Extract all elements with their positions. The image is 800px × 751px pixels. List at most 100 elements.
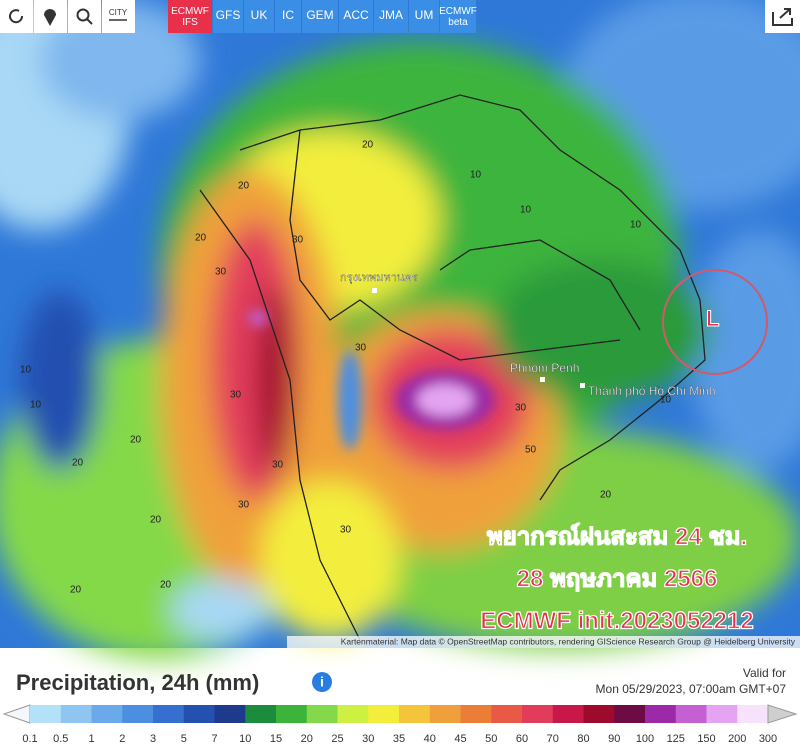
reload-icon (9, 9, 24, 24)
valid-time: Mon 05/29/2023, 07:00am GMT+07 (596, 682, 787, 696)
scale-label: 2 (119, 733, 125, 745)
model-button[interactable] (440, 0, 476, 33)
model-button[interactable] (302, 0, 338, 33)
model-button[interactable] (374, 0, 408, 33)
scale-label: 80 (577, 733, 589, 745)
contour-label: 20 (600, 490, 612, 501)
city-dot (580, 383, 585, 388)
scale-cell (276, 705, 308, 723)
low-marker: L (706, 306, 719, 331)
zoom-icon (86, 18, 93, 25)
zoom-icon (76, 8, 90, 22)
scale-label: 100 (636, 733, 654, 745)
scale-arrow (2, 704, 31, 724)
contour-label: 20 (238, 181, 250, 192)
scale-cell (645, 705, 677, 723)
contour-label: 10 (470, 170, 482, 181)
contour-label: 30 (515, 403, 527, 414)
contour-label: 10 (20, 365, 32, 376)
reload-button[interactable] (0, 0, 33, 33)
contour-label: 30 (238, 500, 250, 511)
contour-label: 10 (520, 205, 532, 216)
borders (199, 94, 706, 641)
model-button[interactable] (244, 0, 274, 33)
zoom-button[interactable] (68, 0, 101, 33)
model-button[interactable] (339, 0, 373, 33)
scale-cell (30, 705, 62, 723)
scale-cell (460, 705, 492, 723)
place-label: กรุงเทพมหานคร (340, 272, 418, 284)
scale-label: 200 (728, 733, 746, 745)
scale-label: 5 (181, 733, 187, 745)
scale-label: 1 (88, 733, 94, 745)
contour-label: 50 (525, 445, 537, 456)
scale-cell (245, 705, 277, 723)
contour-label: 30 (215, 267, 227, 278)
location-icon (44, 9, 56, 26)
scale-label: 15 (270, 733, 282, 745)
contour-label: 10 (30, 400, 42, 411)
contour-labels: 20 30 30 20 30 30 20 20 10 10 20 30 20 30 10 10 10 20 50 30… (20, 140, 672, 596)
model-button[interactable] (409, 0, 439, 33)
model-button[interactable] (275, 0, 301, 33)
annotation-line: ECMWF init.2023052212 (480, 607, 753, 634)
model-label: GEM (306, 8, 333, 22)
contour-label: 30 (230, 390, 242, 401)
annotation-line: 28 พฤษภาคม 2566 (517, 565, 718, 592)
city-button[interactable] (102, 0, 135, 33)
scale-cell (675, 705, 707, 723)
scale-label: 0.5 (53, 733, 68, 745)
model-buttons: ECMWF IFS GFS UK IC GEM ACC JMA UM ECMWF beta (168, 0, 477, 33)
annotation: พยากรณ์ฝนสะสม 24 ชม. 28 พฤษภาคม 2566 ECM… (480, 522, 755, 635)
scale-cell (183, 705, 215, 723)
contour-label: 30 (355, 343, 367, 354)
city-dot (540, 377, 545, 382)
attribution-bg (287, 636, 800, 648)
scale-cell (491, 705, 523, 723)
contour-label: 20 (195, 233, 207, 244)
scale-arrow (767, 704, 798, 724)
scale-cell (429, 705, 461, 723)
share-icon (772, 8, 793, 26)
model-label: ECMWF IFS (171, 6, 209, 28)
contour-label: 30 (272, 460, 284, 471)
scale-cell (306, 705, 338, 723)
legend-title: Precipitation, 24h (mm) (16, 670, 259, 695)
model-label: UM (415, 8, 434, 22)
model-label: IC (282, 8, 294, 22)
contour-label: 20 (362, 140, 374, 151)
valid-label: Valid for (743, 666, 786, 680)
contour-label: 30 (292, 235, 304, 246)
scale-label: 30 (362, 733, 374, 745)
contour-label: 20 (130, 435, 142, 446)
scale-label: 25 (331, 733, 343, 745)
info-button[interactable] (312, 672, 332, 692)
attribution: Kartenmaterial: Map data © OpenStreetMap… (341, 636, 796, 646)
legend: Precipitation, 24h (mm) i Valid for Mon … (2, 666, 798, 745)
toolbar: CITY ECMWF IFS GFS UK IC GEM ACC JMA UM ECMWF beta (0, 0, 800, 33)
contour-label: 10 (660, 395, 672, 406)
scale-cell (399, 705, 431, 723)
map[interactable]: L 20 30 30 20 30 30 20 20 10 10 20 30 20 30 10 10 10 20 50… (0, 0, 800, 660)
scale-cell (60, 705, 92, 723)
scale-cell (153, 705, 185, 723)
contour-label: 20 (70, 585, 82, 596)
scale-cell (737, 705, 769, 723)
scale-label: 90 (608, 733, 620, 745)
annotation-line: พยากรณ์ฝนสะสม 24 ชม. (487, 522, 747, 550)
low-circle (662, 269, 768, 375)
scale-label: 20 (301, 733, 313, 745)
scale-label: 10 (239, 733, 251, 745)
contour-label: 20 (160, 580, 172, 591)
scale-label: 300 (759, 733, 777, 745)
scale-cell (337, 705, 369, 723)
scale-label: 150 (697, 733, 715, 745)
scale-cell (706, 705, 738, 723)
model-button[interactable] (168, 0, 212, 33)
scale-label: 70 (547, 733, 559, 745)
scale-cell (522, 705, 554, 723)
scale-cell (122, 705, 154, 723)
model-button[interactable] (213, 0, 243, 33)
model-label: GFS (216, 8, 241, 22)
